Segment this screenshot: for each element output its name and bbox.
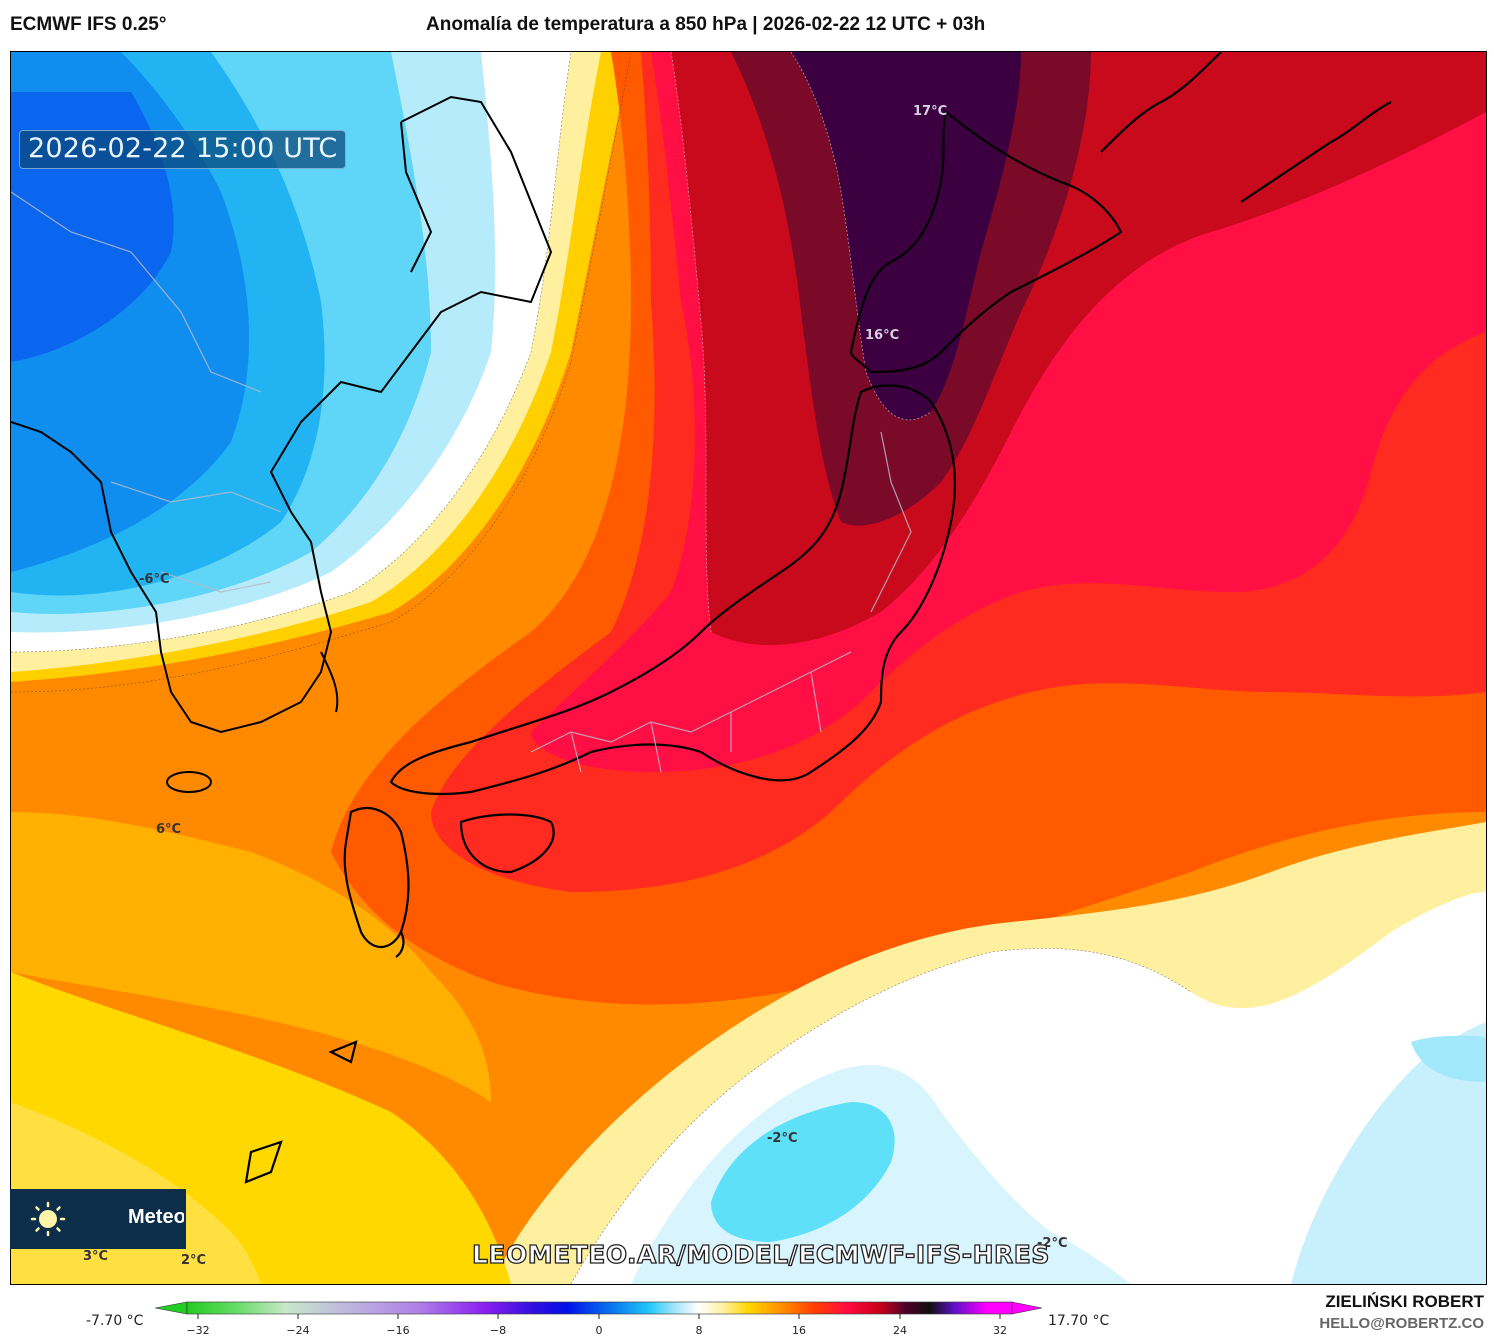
contour-label: -2°C [767,1131,798,1146]
logo-text: Meteo [128,1206,184,1228]
watermark-fill: LEOMETEO.AR/MODEL/ECMWF-IFS-HRES [472,1240,1050,1269]
chart-title: Anomalía de temperatura a 850 hPa | 2026… [426,14,986,35]
colorbar-tick: 16 [792,1324,806,1337]
author-name: ZIELIŃSKI ROBERT [1325,1292,1484,1311]
colorbar [155,1301,1043,1319]
colorbar-tick: 8 [695,1324,703,1337]
anomaly-field [11,52,1486,1284]
contour-label: 3°C [83,1249,109,1264]
colorbar-tick: 32 [993,1324,1007,1337]
contour-label: 2°C [181,1253,207,1268]
contour-label: -6°C [139,572,170,587]
watermark-url: LEOMETEO.AR/MODEL/ECMWF-IFS-HRES [471,1239,1050,1269]
contour-label: -2°C [1037,1236,1068,1251]
colorbar-min-label: -7.70 °C [86,1313,144,1329]
colorbar-tick: 24 [893,1324,907,1337]
colorbar-tick: 0 [595,1324,603,1337]
colorbar-tick: −24 [286,1324,310,1337]
temperature-anomaly-map: 2026-02-22 15:00 UTC 17°C 16°C -6°C 6°C … [10,51,1487,1285]
colorbar-tick: −32 [186,1324,210,1337]
colorbar-tick: −16 [386,1324,410,1337]
valid-time-badge: 2026-02-22 15:00 UTC [19,130,347,169]
colorbar-max-label: 17.70 °C [1048,1313,1110,1329]
model-title: ECMWF IFS 0.25° [10,14,167,35]
contour-label: 17°C [913,104,948,119]
author-email[interactable]: HELLO@ROBERTZ.CO [1319,1315,1484,1332]
sun-icon [30,1201,66,1237]
contour-label: 6°C [156,822,182,837]
contour-label: 16°C [865,328,900,343]
brand-logo: Meteo [10,1189,186,1249]
colorbar-tick: −8 [489,1324,507,1337]
